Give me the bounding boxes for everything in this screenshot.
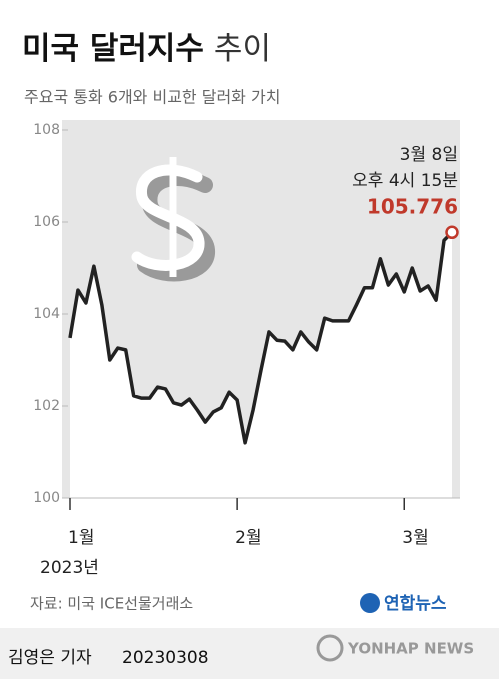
subtitle: 주요국 통화 6개와 비교한 달러화 가치	[24, 88, 280, 107]
logo-icon	[360, 593, 380, 613]
logo: 연합뉴스	[384, 593, 447, 614]
source: 자료: 미국 ICE선물거래소	[30, 595, 193, 613]
y-tick-label: 100	[33, 490, 60, 506]
plot	[62, 225, 460, 499]
line	[68, 231, 454, 445]
chart-title: 미국 달러지수 추이	[22, 31, 271, 67]
x-tick-label: 3월	[402, 528, 428, 548]
y-tick-label: 108	[33, 122, 60, 138]
end-marker	[445, 225, 459, 240]
byline: 김영은 기자	[8, 648, 92, 668]
title-main: 미국 달러지수	[22, 31, 204, 67]
x-year-label: 2023년	[40, 558, 99, 578]
date: 20230308	[122, 648, 209, 668]
data-label: 105.776	[367, 195, 458, 219]
dollar-icon	[131, 157, 215, 282]
x-tick-label: 2월	[235, 528, 261, 548]
title-suffix: 추이	[214, 31, 271, 67]
area	[70, 232, 452, 498]
y-tick-label: 102	[33, 398, 60, 414]
annotation: 오후 4시 15분	[352, 171, 458, 191]
watermark: YONHAP NEWS	[347, 640, 474, 658]
annotation: 3월 8일	[400, 145, 458, 165]
footer-band	[0, 628, 499, 679]
x-tick-label: 1월	[68, 528, 94, 548]
y-tick-label: 106	[33, 214, 60, 230]
y-tick-label: 104	[33, 306, 60, 322]
watermark-icon	[316, 634, 344, 662]
